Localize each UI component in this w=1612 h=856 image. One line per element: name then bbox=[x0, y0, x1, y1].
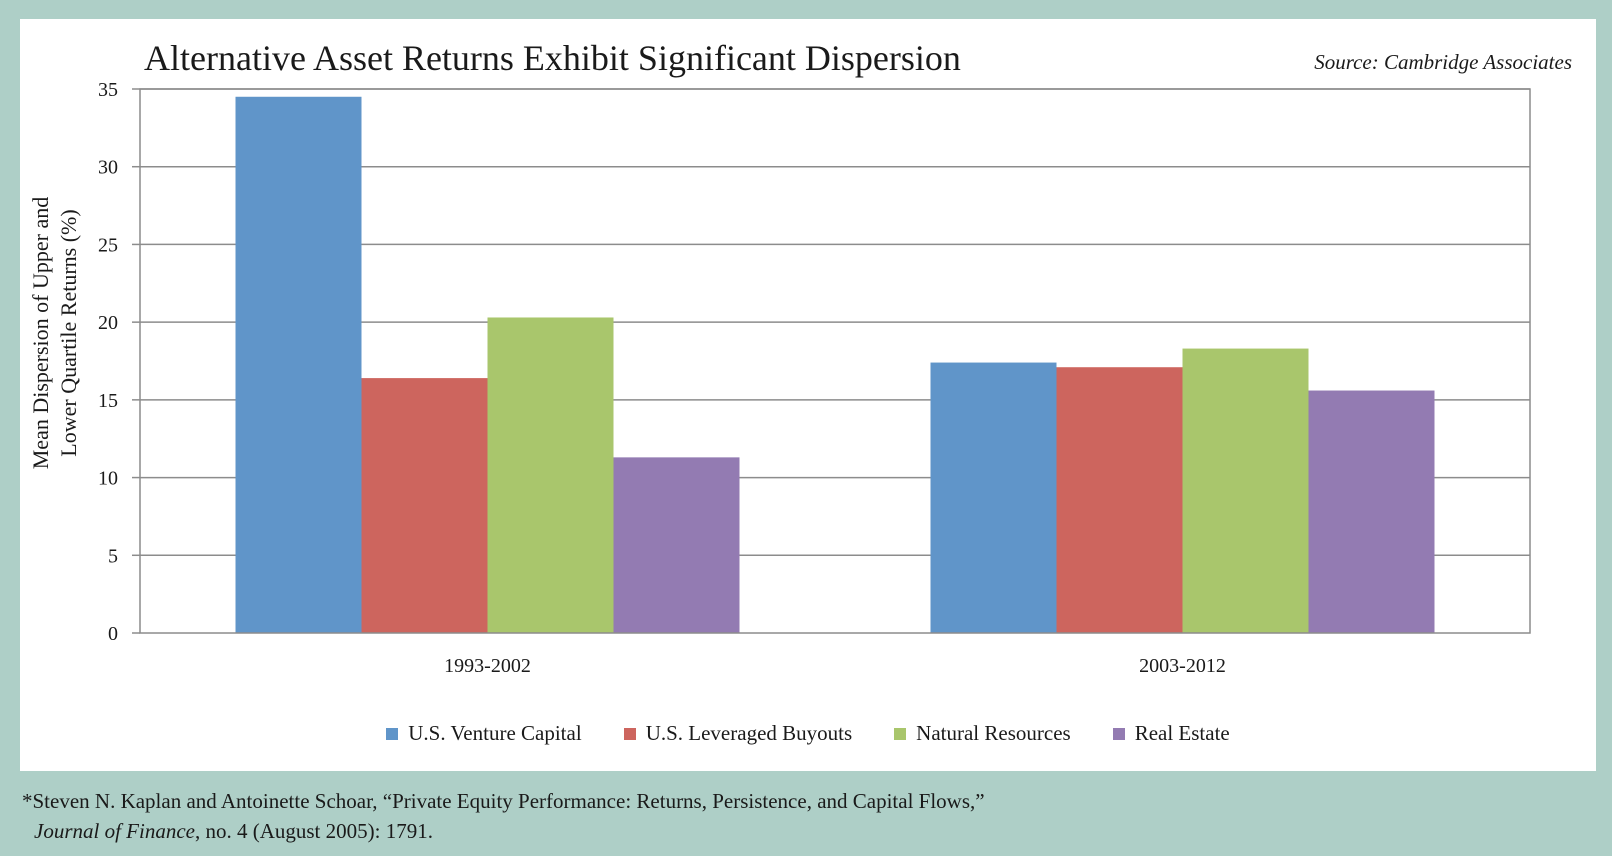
bar bbox=[930, 362, 1057, 633]
legend-item: Natural Resources bbox=[894, 721, 1071, 746]
legend-swatch bbox=[894, 727, 907, 740]
bar bbox=[1056, 367, 1183, 633]
y-axis-title-line2: Lower Quartile Returns (%) bbox=[56, 209, 81, 456]
legend-label: U.S. Venture Capital bbox=[408, 721, 582, 745]
chart-panel: Alternative Asset Returns Exhibit Signif… bbox=[20, 19, 1596, 771]
legend-item: U.S. Leveraged Buyouts bbox=[623, 721, 853, 746]
legend-label: Real Estate bbox=[1134, 721, 1230, 745]
legend-item: Real Estate bbox=[1112, 721, 1230, 746]
bar bbox=[487, 317, 614, 633]
axes bbox=[132, 88, 1531, 634]
bars bbox=[235, 96, 1435, 634]
tick-labels: 0 5 10 15 20 25 30 35 1993-2002 2003-2012 bbox=[98, 79, 1226, 677]
x-tick-label: 2003-2012 bbox=[1139, 655, 1226, 677]
legend-swatch bbox=[386, 727, 399, 740]
footnote-journal: Journal of Finance bbox=[34, 819, 195, 843]
bar bbox=[361, 378, 488, 633]
footnote-marker: * bbox=[22, 789, 33, 813]
legend-swatch bbox=[623, 727, 636, 740]
y-tick-label: 15 bbox=[98, 390, 118, 412]
footnote-line-2: Journal of Finance, no. 4 (August 2005):… bbox=[22, 816, 985, 846]
y-tick-label: 30 bbox=[98, 157, 118, 179]
bar bbox=[235, 96, 362, 634]
x-tick-label: 1993-2002 bbox=[444, 655, 531, 677]
legend-label: U.S. Leveraged Buyouts bbox=[645, 721, 853, 745]
bar-chart: 0 5 10 15 20 25 30 35 1993-2002 2003-2012 Mean Di… bbox=[28, 79, 1531, 677]
footnote-details: , no. 4 (August 2005): 1791. bbox=[194, 819, 433, 843]
y-tick-label: 20 bbox=[98, 312, 118, 334]
chart-title: Alternative Asset Returns Exhibit Signif… bbox=[144, 38, 961, 78]
legend-swatch bbox=[1112, 727, 1125, 740]
footnote: *Steven N. Kaplan and Antoinette Schoar,… bbox=[22, 786, 985, 846]
plot-frame bbox=[139, 88, 1531, 634]
bar bbox=[1182, 348, 1309, 633]
footnote-citation: Steven N. Kaplan and Antoinette Schoar, … bbox=[32, 789, 985, 813]
y-tick-label: 5 bbox=[108, 545, 118, 567]
legend-label: Natural Resources bbox=[916, 721, 1071, 745]
chart-source: Source: Cambridge Associates bbox=[1314, 50, 1572, 74]
bar bbox=[613, 457, 740, 633]
y-tick-label: 25 bbox=[98, 234, 118, 256]
y-axis-title-line1: Mean Dispersion of Upper and bbox=[28, 197, 53, 470]
y-tick-label: 0 bbox=[108, 623, 118, 645]
y-tick-label: 10 bbox=[98, 468, 118, 490]
bar bbox=[1308, 390, 1435, 633]
y-tick-label: 35 bbox=[98, 79, 118, 101]
footnote-line-1: *Steven N. Kaplan and Antoinette Schoar,… bbox=[22, 786, 985, 816]
chart-legend: U.S. Venture Capital U.S. Leveraged Buyou… bbox=[20, 721, 1596, 746]
legend-item: U.S. Venture Capital bbox=[386, 721, 582, 746]
